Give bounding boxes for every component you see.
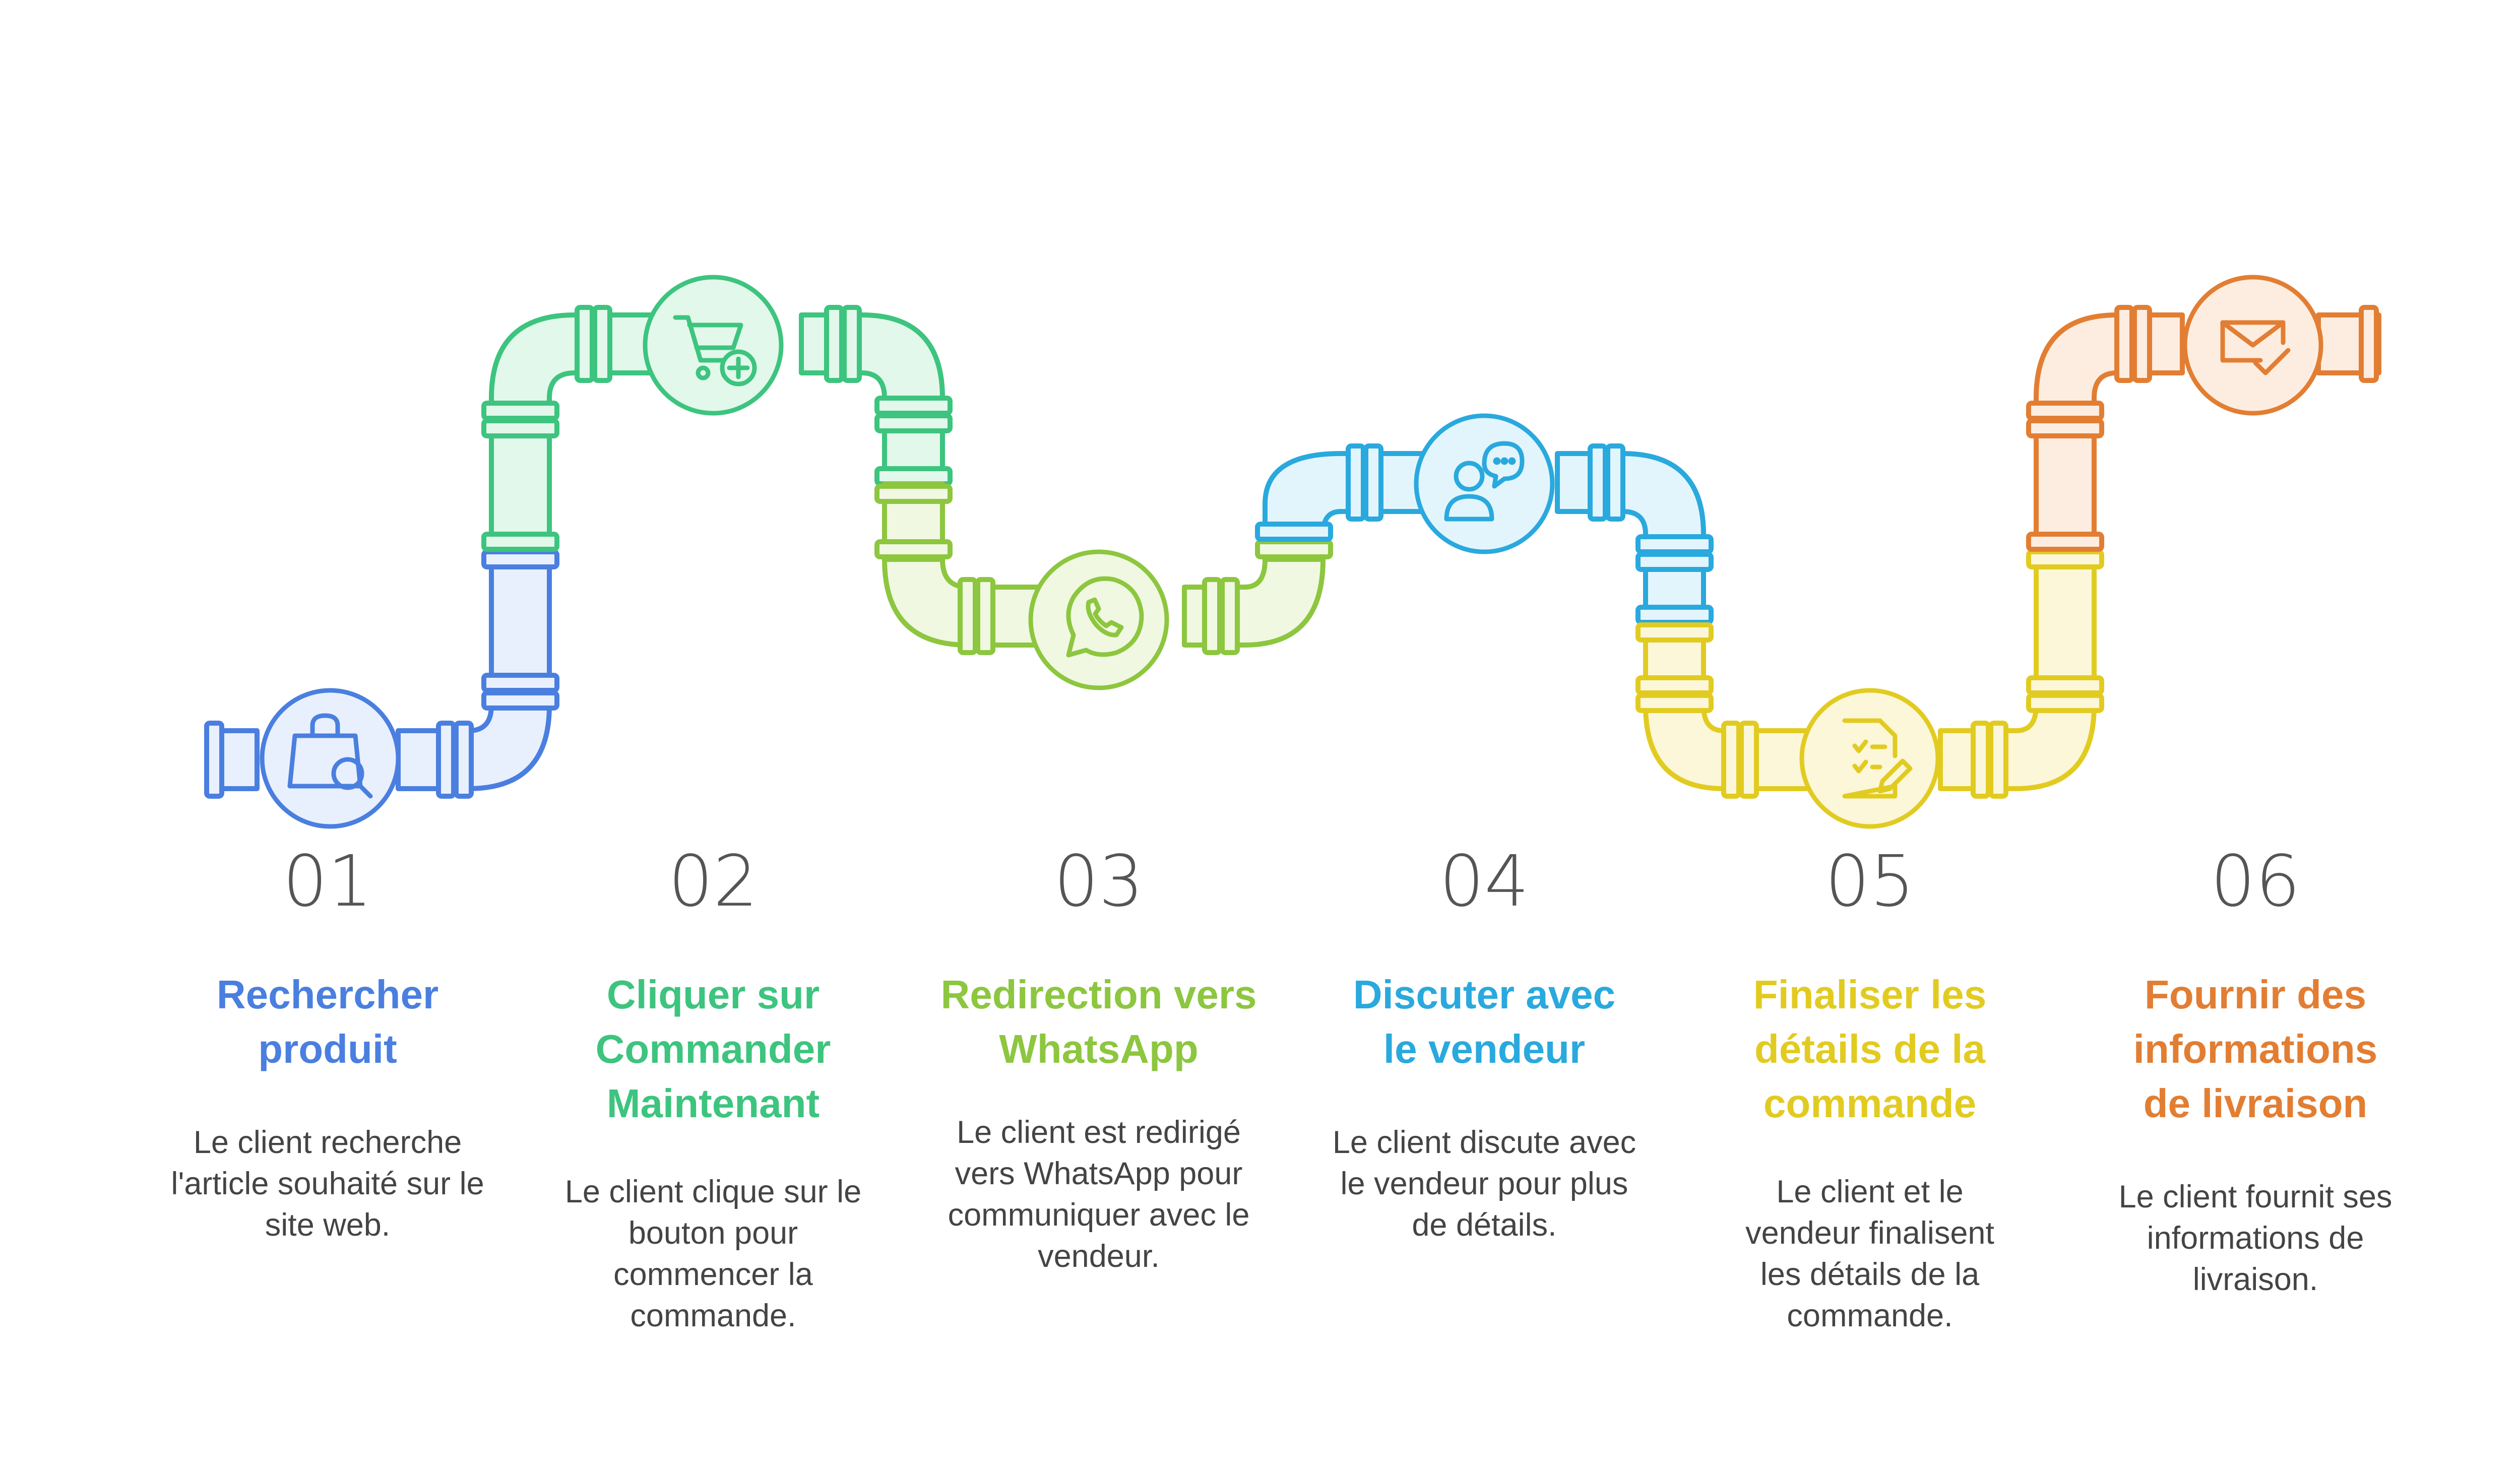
step-number: 05 [1824,841,1915,923]
step-description: Le client discute avec le vendeur pour p… [1332,1125,1636,1243]
step-title: Finaliser les détails de la commande [1753,972,1987,1126]
step-number: 04 [1439,841,1530,923]
step-description: Le client recherche l'article souhaité s… [171,1125,484,1243]
step-description: Le client est redirigé vers WhatsApp pou… [948,1115,1250,1274]
pipe-segment-5 [1635,549,2104,799]
step-description: Le client et le vendeur finalisent les d… [1745,1174,1994,1333]
checklist-edit-icon [1799,688,1940,829]
pipe-segment-2 [481,305,953,552]
whatsapp-icon [1028,549,1169,690]
step-title: Fournir des informations de livraison [2133,972,2378,1126]
step-number: 02 [668,841,759,923]
chat-person-icon [1414,413,1555,554]
shopping-bag-search-icon [260,688,401,829]
cart-add-icon [643,275,784,416]
step-title: Cliquer sur Commander Maintenant [595,972,831,1126]
step-02: 02 Cliquer sur Commander Maintenant Le c… [537,847,890,1336]
step-04: 04 Discuter avec le vendeur Le client di… [1308,847,1661,1246]
step-description: Le client clique sur le bouton pour comm… [564,1174,862,1333]
step-number: 03 [1053,841,1144,923]
pipe-segment-4 [1255,443,1714,625]
step-number: 06 [2210,841,2301,923]
pipe-segment-3 [874,481,1333,655]
step-01: 01 Rechercher produit Le client recherch… [151,847,504,1246]
step-03: 03 Redirection vers WhatsApp Le client e… [922,847,1275,1277]
step-description: Le client fournit ses informations de li… [2118,1179,2392,1297]
step-title: Redirection vers WhatsApp [940,972,1257,1071]
pipe-segment-6 [2026,305,2381,552]
step-number: 01 [282,841,373,923]
step-title: Discuter avec le vendeur [1353,972,1616,1071]
step-title: Rechercher produit [216,972,439,1071]
step-06: 06 Fournir des informations de livraison… [2079,847,2432,1300]
step-05: 05 Finaliser les détails de la commande … [1693,847,2046,1336]
envelope-check-icon [2182,275,2323,416]
